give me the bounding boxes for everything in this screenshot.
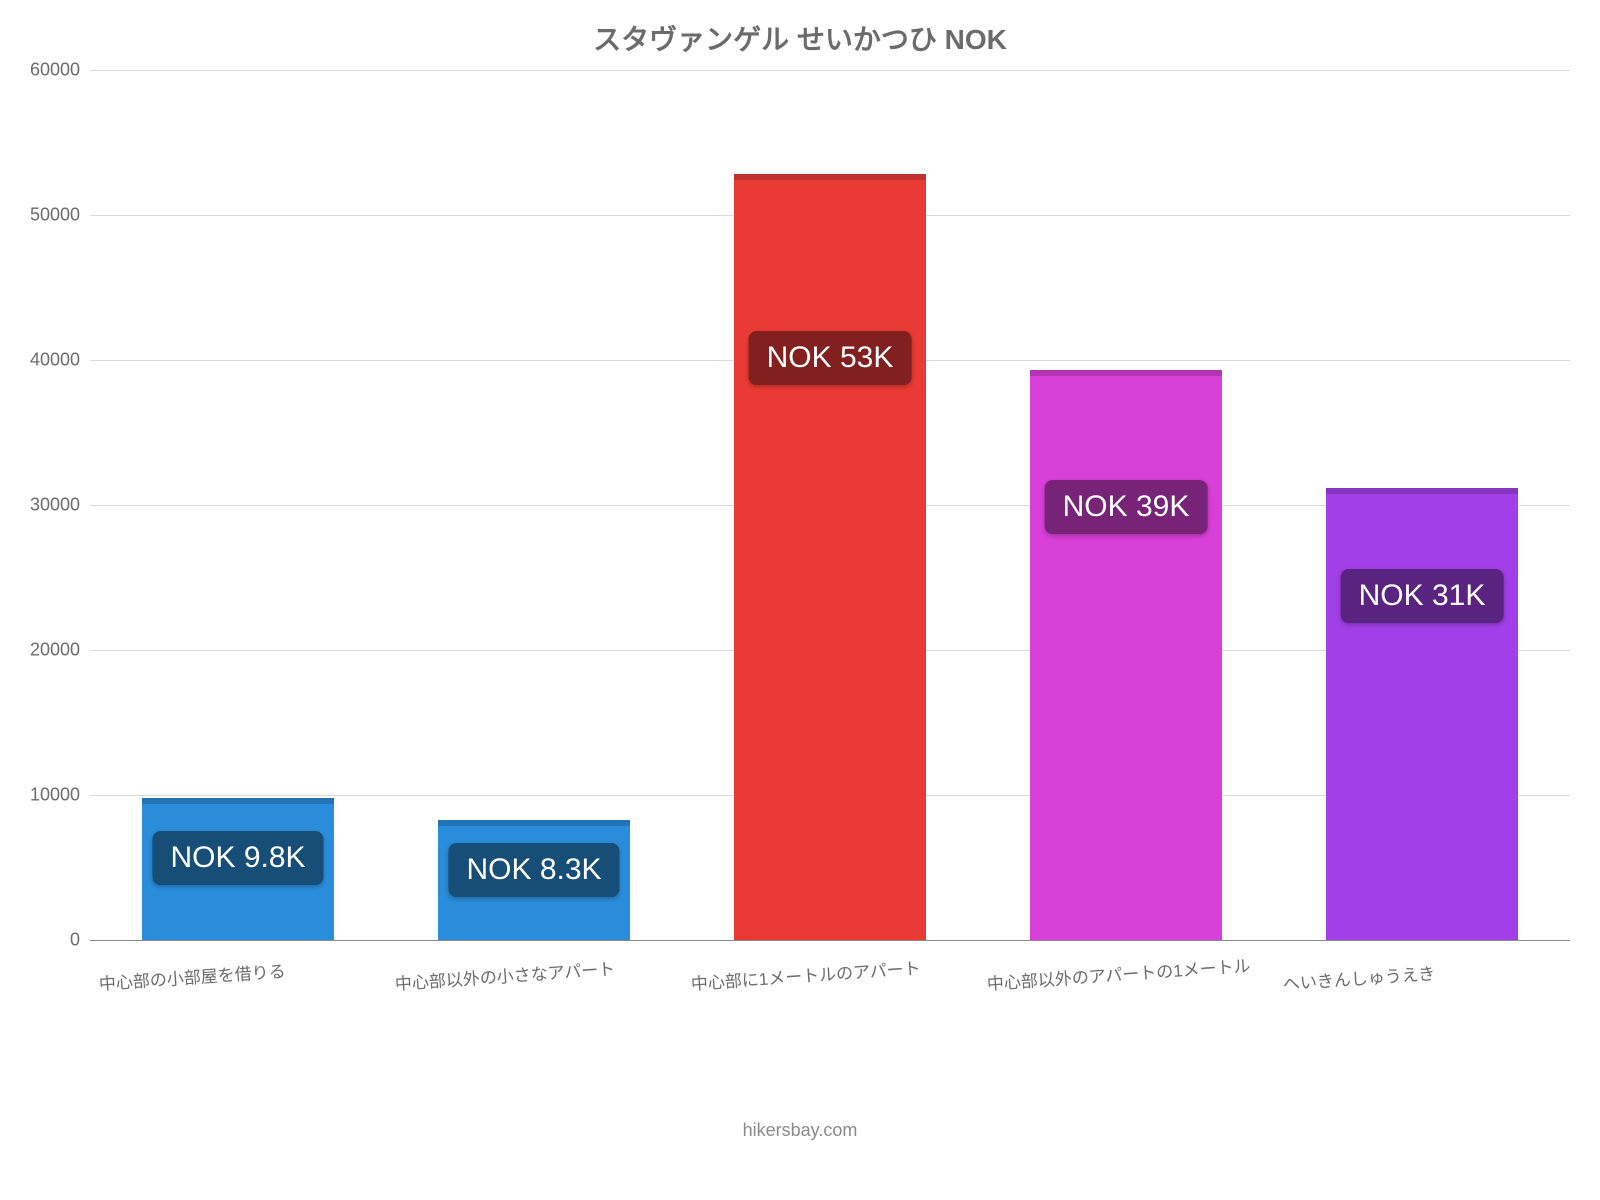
bar-top-edge	[734, 174, 926, 180]
value-badge: NOK 39K	[1045, 480, 1208, 534]
bar-top-edge	[1030, 370, 1222, 376]
bar-chart: スタヴァンゲル せいかつひ NOK 0100002000030000400005…	[0, 0, 1600, 1200]
y-tick-label: 40000	[10, 350, 80, 371]
bar	[1030, 370, 1222, 940]
bar-top-edge	[142, 798, 334, 804]
gridline	[90, 70, 1570, 71]
y-tick-label: 20000	[10, 640, 80, 661]
y-tick-label: 50000	[10, 205, 80, 226]
chart-title: スタヴァンゲル せいかつひ NOK	[0, 18, 1600, 58]
x-tick-label: 中心部以外のアパートの1メートル	[986, 952, 1251, 995]
bar-top-edge	[1326, 488, 1518, 494]
value-badge: NOK 53K	[749, 331, 912, 385]
value-badge: NOK 8.3K	[448, 843, 619, 897]
value-badge: NOK 31K	[1341, 569, 1504, 623]
y-tick-label: 60000	[10, 60, 80, 81]
y-tick-label: 30000	[10, 495, 80, 516]
y-tick-label: 0	[10, 930, 80, 951]
x-tick-label: 中心部以外の小さなアパート	[394, 955, 616, 995]
y-tick-label: 10000	[10, 785, 80, 806]
bar-top-edge	[438, 820, 630, 826]
x-tick-label: 中心部の小部屋を借りる	[98, 957, 286, 995]
bar	[734, 174, 926, 940]
plot-area: 0100002000030000400005000060000NOK 9.8K中…	[90, 70, 1570, 940]
x-tick-label: 中心部に1メートルのアパート	[690, 954, 921, 995]
bar	[1326, 488, 1518, 940]
value-badge: NOK 9.8K	[152, 831, 323, 885]
x-axis-baseline	[90, 940, 1570, 941]
x-tick-label: へいきんしゅうえき	[1282, 959, 1436, 995]
source-label: hikersbay.com	[0, 1120, 1600, 1141]
